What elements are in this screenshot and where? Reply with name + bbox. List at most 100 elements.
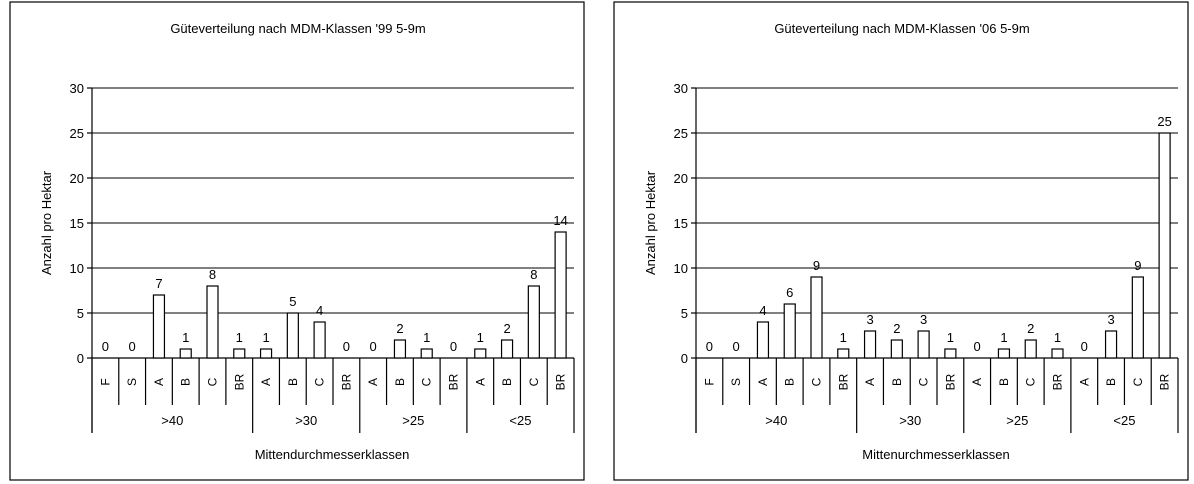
- x-category-label: B: [890, 378, 904, 386]
- x-category-label: C: [313, 377, 327, 386]
- bar: [286, 312, 299, 359]
- x-category-label: B: [500, 378, 514, 386]
- data-label: 4: [759, 303, 766, 318]
- x-category-label: S: [729, 378, 743, 386]
- data-label: 0: [450, 339, 457, 354]
- data-label: 1: [1000, 330, 1007, 345]
- y-tick-label: 5: [681, 306, 688, 321]
- x-category-label: BR: [1051, 373, 1065, 390]
- x-group-label: <25: [509, 413, 531, 428]
- bar: [917, 330, 930, 359]
- data-label: 5: [289, 294, 296, 309]
- x-category-label: BR: [1158, 373, 1172, 390]
- x-category-label: B: [1104, 378, 1118, 386]
- x-category-label: A: [473, 378, 487, 386]
- y-tick-label: 15: [674, 216, 688, 231]
- chart-panel-2006: Güteverteilung nach MDM-Klassen '06 5-9m…: [606, 0, 1190, 482]
- x-group-label: <25: [1113, 413, 1135, 428]
- bar: [944, 348, 957, 359]
- bar: [474, 348, 487, 359]
- y-tick-label: 25: [674, 126, 688, 141]
- y-tick-label: 25: [70, 126, 84, 141]
- x-category-label: B: [393, 378, 407, 386]
- chart-2006-svg: Güteverteilung nach MDM-Klassen '06 5-9m…: [613, 1, 1189, 481]
- x-category-label: A: [152, 378, 166, 386]
- data-label: 25: [1157, 114, 1171, 129]
- data-label: 6: [786, 285, 793, 300]
- data-label: 3: [920, 312, 927, 327]
- data-label: 1: [182, 330, 189, 345]
- data-label: 2: [503, 321, 510, 336]
- data-label: 9: [1134, 258, 1141, 273]
- chart-title: Güteverteilung nach MDM-Klassen '06 5-9m: [774, 21, 1029, 36]
- x-axis-label: Mittenurchmesserklassen: [862, 447, 1009, 462]
- x-category-label: C: [1131, 377, 1145, 386]
- x-category-label: A: [366, 378, 380, 386]
- bar: [527, 285, 540, 359]
- bar: [179, 348, 192, 359]
- x-category-label: C: [420, 377, 434, 386]
- data-label: 2: [893, 321, 900, 336]
- bar: [393, 339, 407, 359]
- x-category-label: BR: [447, 373, 461, 390]
- x-category-label: C: [527, 377, 541, 386]
- x-group-label: >25: [1006, 413, 1028, 428]
- y-tick-label: 10: [674, 261, 688, 276]
- x-category-label: F: [702, 378, 716, 385]
- y-tick-label: 20: [70, 171, 84, 186]
- bar: [837, 348, 850, 359]
- bar: [890, 339, 903, 359]
- data-label: 0: [129, 339, 136, 354]
- chart-title: Güteverteilung nach MDM-Klassen '99 5-9m: [170, 21, 425, 36]
- data-label: 1: [947, 330, 954, 345]
- bar: [206, 285, 219, 359]
- data-label: 3: [1107, 312, 1114, 327]
- data-label: 3: [866, 312, 873, 327]
- bar: [1024, 339, 1037, 359]
- data-label: 0: [974, 339, 981, 354]
- x-category-label: A: [863, 378, 877, 386]
- bar: [756, 321, 770, 359]
- x-category-label: C: [917, 377, 931, 386]
- x-category-label: C: [206, 377, 220, 386]
- bar: [500, 339, 514, 359]
- x-category-label: A: [259, 378, 273, 386]
- data-label: 0: [102, 339, 109, 354]
- data-label: 2: [1027, 321, 1034, 336]
- y-axis-label: Anzahl pro Hektar: [643, 170, 658, 275]
- x-group-label: >40: [161, 413, 183, 428]
- y-tick-label: 0: [77, 351, 84, 366]
- chart-1999-svg: Güteverteilung nach MDM-Klassen '99 5-9m…: [9, 1, 585, 481]
- data-label: 14: [553, 213, 567, 228]
- data-label: 1: [1054, 330, 1061, 345]
- bar: [554, 231, 567, 359]
- bar: [1158, 132, 1171, 359]
- data-label: 2: [396, 321, 403, 336]
- y-tick-label: 20: [674, 171, 688, 186]
- data-label: 0: [1081, 339, 1088, 354]
- x-category-label: BR: [836, 373, 850, 390]
- x-category-label: BR: [943, 373, 957, 390]
- data-label: 8: [530, 267, 537, 282]
- bar: [1051, 348, 1064, 359]
- bar: [259, 348, 273, 359]
- chart-frame: [613, 1, 1189, 481]
- x-category-label: BR: [554, 373, 568, 390]
- x-axis-label: Mittendurchmesserklassen: [255, 447, 410, 462]
- x-category-label: B: [997, 378, 1011, 386]
- x-category-label: C: [810, 377, 824, 386]
- bar: [152, 294, 166, 359]
- y-tick-label: 5: [77, 306, 84, 321]
- y-tick-label: 30: [70, 81, 84, 96]
- chart-frame: [9, 1, 585, 481]
- data-label: 8: [209, 267, 216, 282]
- data-label: 1: [477, 330, 484, 345]
- data-label: 4: [316, 303, 323, 318]
- y-tick-label: 10: [70, 261, 84, 276]
- bar: [1104, 330, 1118, 359]
- y-tick-label: 0: [681, 351, 688, 366]
- data-label: 7: [155, 276, 162, 291]
- x-group-label: >30: [899, 413, 921, 428]
- bar: [313, 321, 326, 359]
- data-label: 9: [813, 258, 820, 273]
